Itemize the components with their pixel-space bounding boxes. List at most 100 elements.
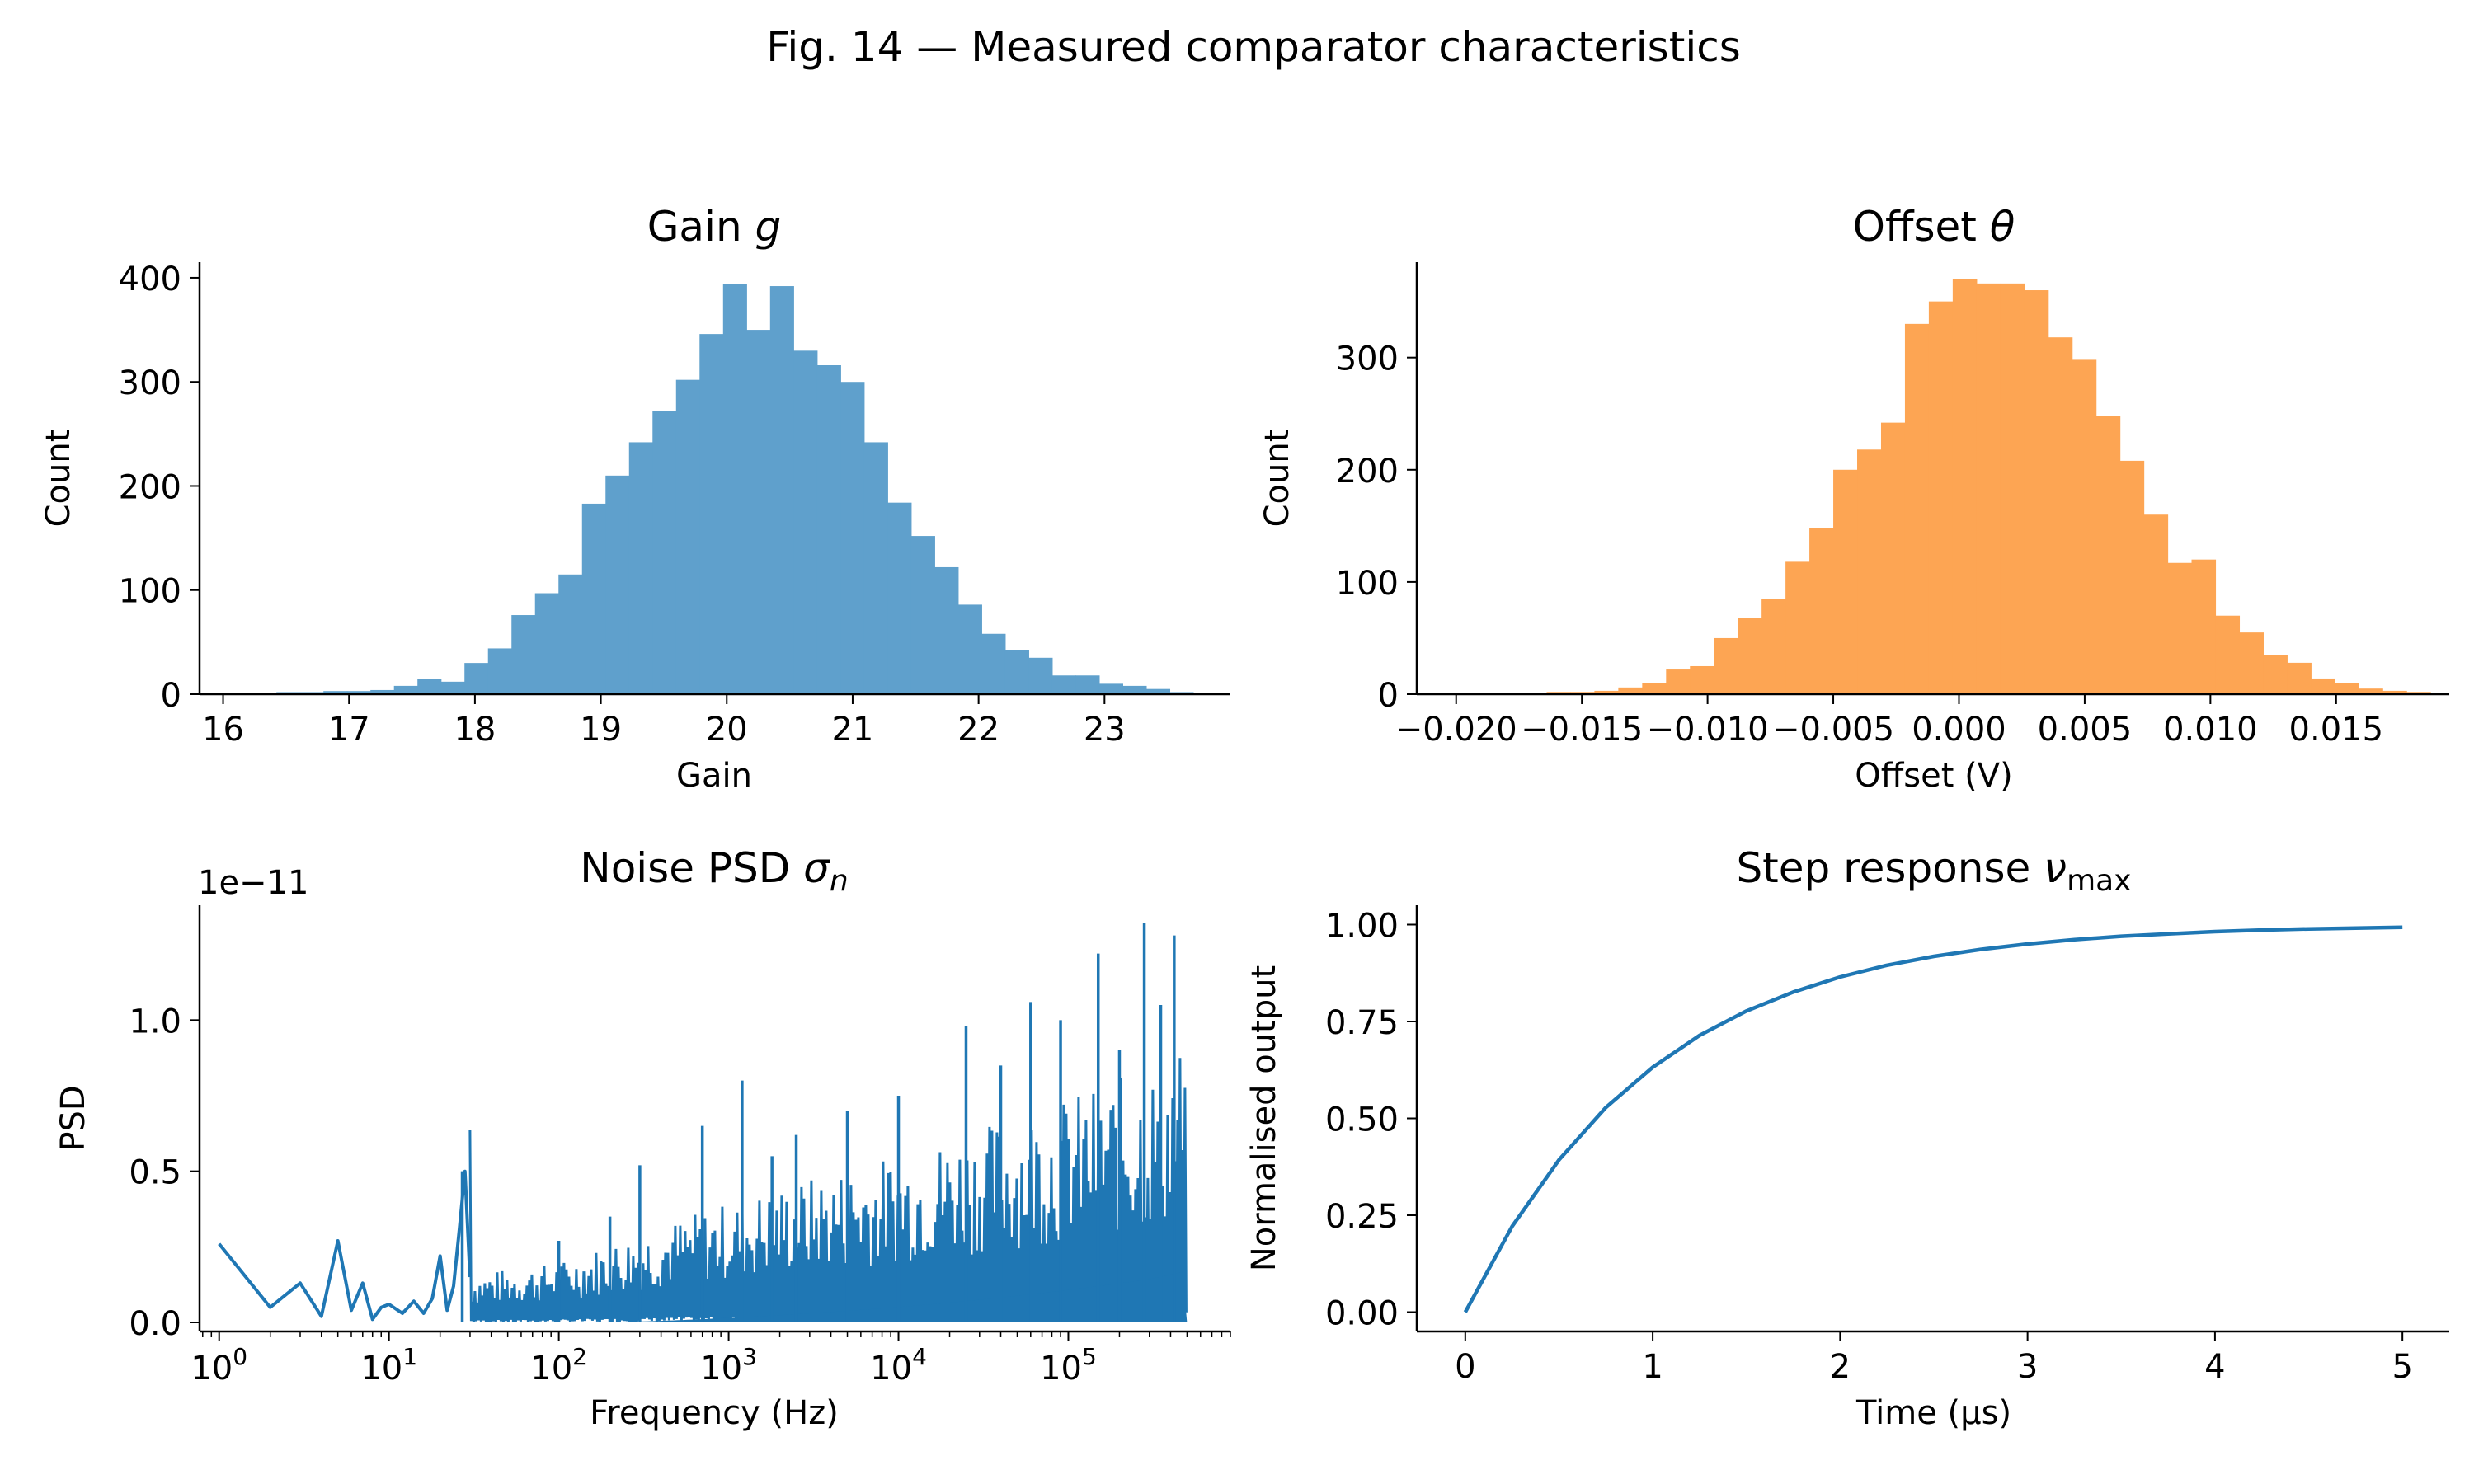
x-tick-label: 2 <box>1830 1348 1851 1386</box>
x-tick-label: 0.000 <box>1912 711 2006 749</box>
histogram-bar <box>1618 687 1643 694</box>
histogram-bar <box>2382 690 2407 694</box>
x-tick-label-exponent: 1 <box>402 1343 417 1370</box>
histogram-bar <box>793 350 818 694</box>
histogram-bar <box>2167 562 2193 694</box>
y-axis-label: PSD <box>54 1085 92 1151</box>
histogram-bar <box>2263 655 2288 694</box>
y-axis-label: Normalised output <box>1245 965 1283 1271</box>
histogram-bar <box>2311 678 2335 694</box>
histogram-bar <box>1904 323 1930 694</box>
x-tick-label: 103 <box>700 1343 757 1388</box>
x-tick-label-base: 10 <box>700 1350 742 1388</box>
x-tick-label: 1 <box>1642 1348 1663 1386</box>
histogram-bar <box>910 536 935 694</box>
histogram-bar <box>1122 685 1147 694</box>
y-tick-label: 0.25 <box>1325 1198 1399 1236</box>
panel-title-subscript: n <box>830 864 849 898</box>
histogram-bar <box>1880 422 1906 694</box>
y-axis-label: Count <box>40 430 78 528</box>
histogram-bar <box>675 379 700 694</box>
x-axis-label: Time (µs) <box>1856 1394 2011 1432</box>
x-tick-label-base: 10 <box>1040 1350 1082 1388</box>
histogram-bar <box>2048 337 2073 694</box>
histogram-bar <box>2287 662 2312 694</box>
x-tick-label-exponent: 0 <box>233 1343 247 1370</box>
x-tick-label: 19 <box>580 711 622 749</box>
y-axis-label: Count <box>1258 430 1296 528</box>
x-tick-label: 4 <box>2204 1348 2225 1386</box>
histogram-bar <box>323 691 348 694</box>
histogram-bar <box>464 663 489 694</box>
y-tick-label: 1.0 <box>129 1003 181 1040</box>
x-tick-label-base: 10 <box>870 1350 912 1388</box>
histogram-bar <box>816 365 841 694</box>
histogram-bar <box>1169 692 1194 694</box>
panel-title-text: Gain <box>647 203 755 251</box>
y-tick-label: 0.50 <box>1325 1101 1399 1139</box>
histogram-bar <box>1004 650 1029 694</box>
histogram-bar <box>2095 416 2121 694</box>
y-tick-label: 0.5 <box>129 1154 181 1192</box>
y-tick-label: 300 <box>1336 340 1399 378</box>
histogram-bar <box>2359 688 2383 694</box>
histogram-bar <box>1833 469 1858 694</box>
histogram-bar <box>2406 692 2431 694</box>
y-tick-label: 0.0 <box>129 1305 181 1343</box>
x-tick-label: 20 <box>706 711 748 749</box>
histogram-bar <box>1594 690 1619 694</box>
x-tick-label-base: 10 <box>530 1350 572 1388</box>
psd-dense-band <box>468 1058 1188 1323</box>
x-tick-label-exponent: 4 <box>912 1343 927 1370</box>
histogram-bar <box>957 604 982 694</box>
x-tick-label: −0.005 <box>1772 711 1894 749</box>
histogram-bar <box>299 692 324 694</box>
y-tick-label: 1.00 <box>1325 908 1399 946</box>
panel-title-symbol: θ <box>1990 203 2015 251</box>
histogram-bar <box>2072 359 2097 694</box>
x-tick-label: −0.015 <box>1521 711 1643 749</box>
panel-title-symbol: σ <box>803 844 830 892</box>
histogram-bar <box>2143 514 2169 694</box>
y-tick-label: 0 <box>1378 677 1399 715</box>
histogram-bar <box>1928 301 1954 694</box>
y-tick-label: 400 <box>119 261 181 298</box>
histogram-bar <box>2024 290 2049 694</box>
histogram-bar <box>652 411 677 694</box>
histogram-bar <box>699 334 724 694</box>
x-tick-label: 101 <box>360 1343 417 1388</box>
y-tick-label: 100 <box>119 573 181 611</box>
histogram-bar <box>628 442 653 694</box>
histogram-bar <box>1809 528 1834 694</box>
histogram-bar <box>1051 675 1076 694</box>
step-response-line <box>1463 925 2403 1313</box>
panel-title-text: Offset <box>1853 203 1990 251</box>
histogram-bar <box>1690 665 1714 694</box>
figure-title: Fig. 14 — Measured comparator characteri… <box>766 23 1741 71</box>
histogram-bar <box>440 681 465 694</box>
x-tick-label: 0 <box>1455 1348 1475 1386</box>
panel-title: Gain g <box>647 203 782 251</box>
histogram-bar <box>581 503 606 694</box>
histogram-bar <box>1098 683 1123 694</box>
histogram-bar <box>1546 692 1572 694</box>
x-tick-label-base: 10 <box>190 1350 233 1388</box>
x-axis-label: Gain <box>676 757 752 795</box>
x-tick-label: 3 <box>2017 1348 2038 1386</box>
x-tick-label-exponent: 5 <box>1082 1343 1097 1370</box>
histogram-bar <box>1761 599 1786 694</box>
histogram-bar <box>1714 637 1738 694</box>
y-tick-label: 100 <box>1336 565 1399 603</box>
histogram-bar <box>887 502 912 694</box>
histogram-bar <box>722 284 747 694</box>
x-tick-label: 17 <box>328 711 370 749</box>
x-axis-label: Frequency (Hz) <box>590 1394 839 1432</box>
panel-gain: 0 100 200 300 400 16 17 18 19 20 21 22 23 Gain Count Ga… <box>40 203 1230 795</box>
x-tick-label: 5 <box>2392 1348 2412 1386</box>
histogram-bar <box>511 615 536 694</box>
histogram-bar <box>1145 688 1171 694</box>
histogram-bar <box>2191 559 2217 694</box>
x-tick-label: 0.005 <box>2038 711 2133 749</box>
histogram-bar <box>934 566 959 694</box>
